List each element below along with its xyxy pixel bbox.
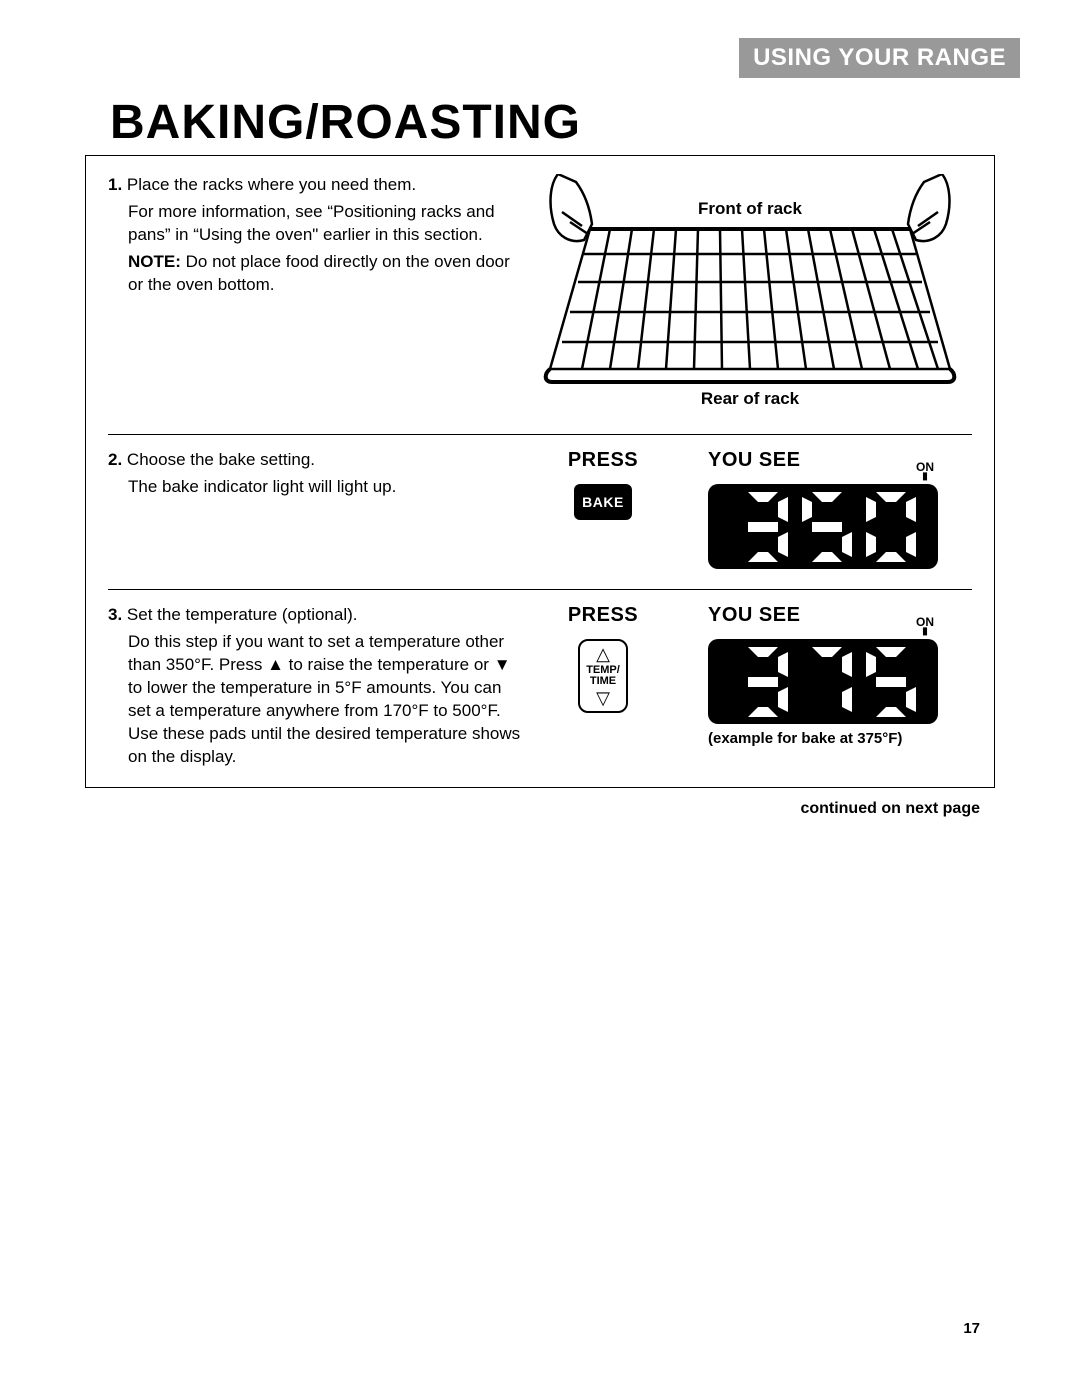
temp-time-label: TEMP/TIME (586, 665, 620, 687)
step-subtext: Do this step if you want to set a temper… (108, 631, 528, 769)
bake-button-icon: BAKE (574, 484, 632, 520)
note-text: Do not place food directly on the oven d… (128, 252, 510, 294)
triangle-down-icon: ▽ (586, 689, 620, 707)
step-number: 1. (108, 175, 122, 194)
display-caption: (example for bake at 375°F) (708, 730, 972, 747)
on-indicator: ON ▮ (910, 460, 940, 479)
divider (108, 434, 972, 435)
on-indicator: ON ▮ (910, 615, 940, 634)
step-text: Place the racks where you need them. (127, 175, 416, 194)
section-header: USING YOUR RANGE (739, 38, 1020, 78)
step-subtext: For more information, see “Positioning r… (108, 201, 528, 247)
page-title: BAKING/ROASTING (110, 95, 581, 150)
step-number: 3. (108, 605, 122, 624)
rack-diagram: Front of rack Rear of rack (528, 174, 972, 414)
display-panel (708, 639, 938, 724)
step-text: Set the temperature (optional). (127, 605, 358, 624)
note-label: NOTE: (128, 252, 181, 271)
triangle-up-icon: △ (586, 645, 620, 663)
step-number: 2. (108, 450, 122, 469)
press-header: PRESS (528, 604, 678, 627)
temp-time-button-icon: △ TEMP/TIME ▽ (578, 639, 628, 713)
step-1: 1. Place the racks where you need them. … (108, 174, 972, 414)
rear-of-rack-label: Rear of rack (701, 389, 800, 408)
instruction-box: 1. Place the racks where you need them. … (85, 155, 995, 788)
step-subtext: The bake indicator light will light up. (108, 476, 528, 499)
divider (108, 589, 972, 590)
display-panel (708, 484, 938, 569)
step-3: 3. Set the temperature (optional). Do th… (108, 604, 972, 769)
step-2: 2. Choose the bake setting. The bake ind… (108, 449, 972, 569)
display-digits (728, 647, 918, 717)
continued-note: continued on next page (800, 800, 980, 818)
step-text: Choose the bake setting. (127, 450, 315, 469)
front-of-rack-label: Front of rack (698, 199, 802, 218)
page-number: 17 (963, 1320, 980, 1337)
press-header: PRESS (528, 449, 678, 472)
display-digits (728, 492, 918, 562)
